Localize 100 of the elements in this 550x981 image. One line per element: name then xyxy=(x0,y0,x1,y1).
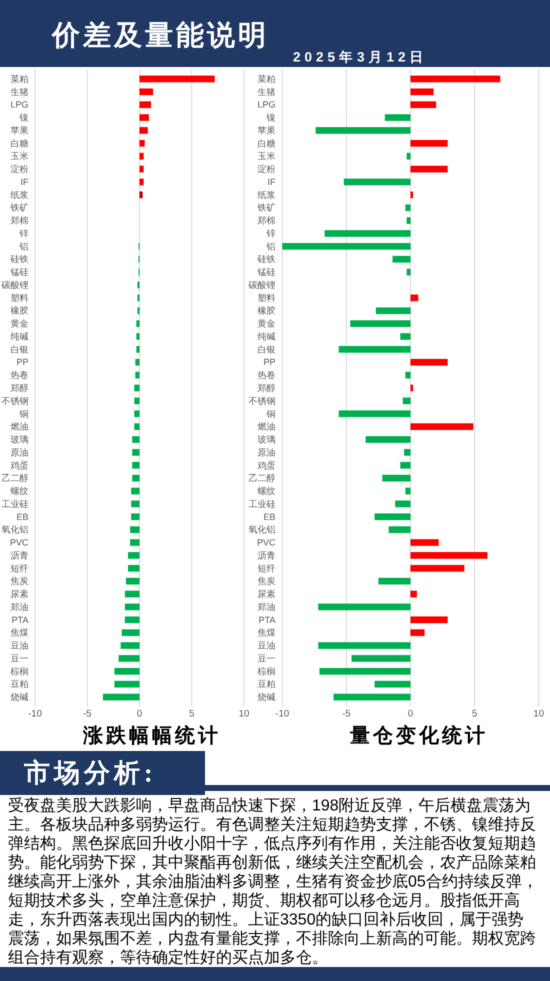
y-tick-label: 硅铁 xyxy=(10,254,28,264)
y-tick-label: 短纤 xyxy=(10,563,28,574)
y-tick-label: 热卷 xyxy=(10,370,28,380)
x-tick-label: 5 xyxy=(472,708,478,720)
y-tick-label: 铜 xyxy=(266,408,276,419)
y-tick-label: 烧碱 xyxy=(258,692,276,702)
y-tick-label: 白银 xyxy=(10,344,28,354)
y-tick-label: 碳酸锂 xyxy=(248,280,276,290)
y-tick-label: 苹果 xyxy=(258,125,276,136)
y-tick-label: 不锈钢 xyxy=(248,396,276,406)
y-tick-label: 白银 xyxy=(258,344,276,354)
y-tick-label: 铁矿 xyxy=(256,202,276,213)
y-tick-label: 豆粕 xyxy=(258,679,276,690)
y-tick-label: 生猪 xyxy=(258,86,276,97)
text: 涨跌幅幅统计 xyxy=(82,724,221,747)
x-tick-label: -10 xyxy=(28,708,42,720)
y-tick-label: EB xyxy=(263,512,276,522)
text: 量仓变化统计 xyxy=(349,724,488,747)
y-tick-label: 铜 xyxy=(18,408,28,419)
y-tick-label: 豆一 xyxy=(258,653,276,664)
y-tick-label: 塑料 xyxy=(10,292,28,303)
y-tick-label: 橡胶 xyxy=(258,306,276,316)
y-tick-label: 工业硅 xyxy=(2,498,28,509)
y-tick-label: PTA xyxy=(12,614,28,625)
x-tick-label: 0 xyxy=(408,708,414,720)
y-tick-label: 豆粕 xyxy=(10,679,28,690)
y-tick-label: 郑油 xyxy=(10,602,28,612)
y-tick-label: 尿素 xyxy=(10,589,28,600)
x-tick-label: 5 xyxy=(189,708,194,720)
y-tick-label: 铁矿 xyxy=(10,202,28,213)
x-tick-label: -10 xyxy=(275,708,290,720)
y-tick-label: PP xyxy=(16,357,28,368)
y-tick-label: 镍 xyxy=(266,112,276,123)
y-tick-label: 玉米 xyxy=(10,151,28,162)
y-tick-label: 尿素 xyxy=(258,589,276,600)
y-tick-label: 塑料 xyxy=(258,292,276,303)
y-tick-label: 氧化铝 xyxy=(2,524,28,535)
text: 市场分析: xyxy=(23,758,157,788)
y-tick-label: IF xyxy=(268,176,276,187)
y-tick-label: 苹果 xyxy=(10,125,28,136)
y-tick-label: 菜粕 xyxy=(258,74,276,84)
y-tick-label: 郑油 xyxy=(258,602,276,612)
y-tick-label: 玻璃 xyxy=(258,434,276,445)
y-tick-label: 豆一 xyxy=(10,653,28,664)
y-tick-label: 锌 xyxy=(266,228,276,238)
y-tick-label: 豆油 xyxy=(10,640,28,651)
y-tick-label: 螺纹 xyxy=(258,486,276,496)
y-tick-label: 沥青 xyxy=(10,550,28,560)
y-tick-label: 工业硅 xyxy=(248,498,276,509)
y-tick-label: 锌 xyxy=(18,228,28,238)
y-tick-label: 菜粕 xyxy=(10,74,28,84)
text: 受夜盘美股大跌影响，早盘商品快速下探，198附近反弹，午后横盘震荡为主。各板块品种多弱势运行。有色调整关注短期趋势支撑，不锈、镍维持反弹结构。黑色探底回升收小阳十字，低点序列有作用，关注能否收复短期趋势。能化弱势下探，其中聚酯再创新低，继续关注空配机会，农产品除菜粕继续高开上涨外，其余油脂油料多调整，生猪有资金抄底05合约持续反弹，短期技术多头，空单注意保护，期货、期权都可以移仓远月。股指低开高走，东升西落表现出国内的韧性。上证3350的缺口回补后收回，属于强势震荡，如果氛围不差，内盘有量能支撑，不排除向上新高的可能。期权宽跨组合持有观察，等待确定性好的买点加多仓。 xyxy=(8,798,538,966)
y-tick-label: 白糖 xyxy=(10,138,28,148)
y-tick-label: 纸浆 xyxy=(10,190,28,200)
y-tick-label: 生猪 xyxy=(10,86,28,97)
text: 价差及量能说明 xyxy=(51,20,269,52)
y-tick-label: 鸡蛋 xyxy=(10,460,28,470)
y-tick-label: 燃油 xyxy=(10,422,28,432)
x-tick-label: 0 xyxy=(136,708,142,720)
y-tick-label: 纯碱 xyxy=(10,331,28,342)
y-tick-label: 镍 xyxy=(18,112,28,123)
y-tick-label: 铝 xyxy=(266,241,276,252)
y-tick-label: 玉米 xyxy=(258,151,276,162)
x-tick-label: 10 xyxy=(238,708,250,720)
y-tick-label: 焦炭 xyxy=(258,576,276,586)
y-tick-label: 硅铁 xyxy=(256,254,276,264)
y-tick-label: 纸浆 xyxy=(258,190,276,200)
y-tick-label: 不锈钢 xyxy=(2,396,28,406)
y-tick-label: 棕榈 xyxy=(258,666,276,676)
y-tick-label: PTA xyxy=(258,614,276,625)
y-tick-label: 氧化铝 xyxy=(248,524,276,535)
y-tick-label: 焦炭 xyxy=(10,576,28,586)
y-tick-label: 乙二醇 xyxy=(2,473,28,484)
y-tick-label: 烧碱 xyxy=(10,692,28,702)
x-tick-label: -5 xyxy=(83,708,92,720)
y-tick-label: 焦煤 xyxy=(10,628,28,638)
y-tick-label: 乙二醇 xyxy=(248,473,276,484)
y-tick-label: 棕榈 xyxy=(10,666,28,676)
y-tick-label: 橡胶 xyxy=(10,306,28,316)
y-tick-label: 原油 xyxy=(10,447,28,458)
y-tick-label: PVC xyxy=(10,538,29,548)
y-tick-label: IF xyxy=(20,176,29,187)
y-tick-label: 锰硅 xyxy=(10,267,28,278)
y-tick-label: 碳酸锂 xyxy=(0,280,28,290)
y-tick-label: 燃油 xyxy=(258,422,276,432)
y-tick-label: 螺纹 xyxy=(10,486,28,496)
y-tick-label: 沥青 xyxy=(258,550,276,560)
y-tick-label: LPG xyxy=(257,100,276,110)
y-tick-label: 铝 xyxy=(18,241,28,252)
y-tick-label: EB xyxy=(16,512,28,522)
y-tick-label: 短纤 xyxy=(258,563,276,574)
y-tick-label: 淀粉 xyxy=(10,164,28,174)
y-tick-label: 淀粉 xyxy=(258,164,276,174)
x-tick-label: -5 xyxy=(342,708,351,720)
y-tick-label: 黄金 xyxy=(10,318,28,329)
y-tick-label: 黄金 xyxy=(258,318,276,329)
text: 2025年3月12日 xyxy=(293,50,428,64)
y-tick-label: 锰硅 xyxy=(256,267,276,278)
y-tick-label: 焦煤 xyxy=(258,628,276,638)
y-tick-label: 豆油 xyxy=(258,640,276,651)
